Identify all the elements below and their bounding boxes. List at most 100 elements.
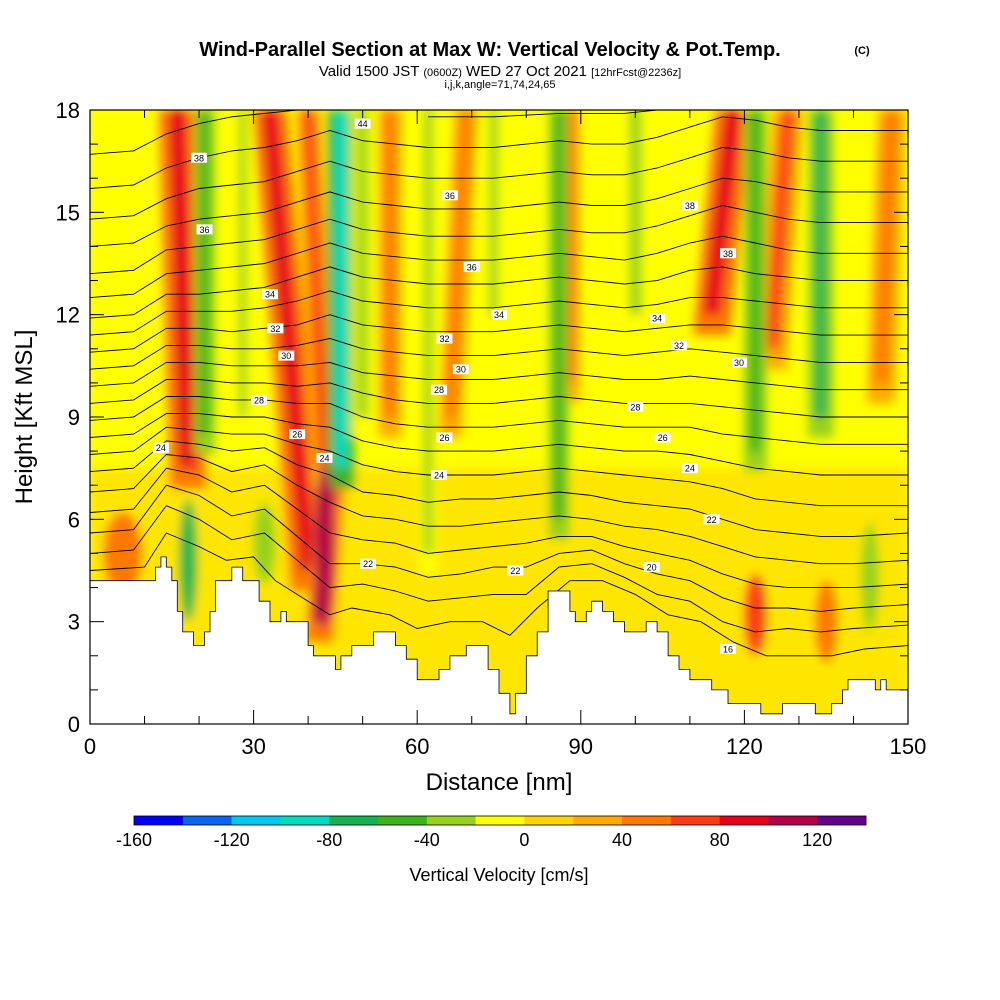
isentrope-label-background xyxy=(152,442,169,453)
isentrope-label-text: 26 xyxy=(292,430,302,440)
updraft-band-3 xyxy=(302,110,331,469)
isentrope-7 xyxy=(90,413,908,476)
isentrope-label-2: 36 xyxy=(441,190,458,201)
isentrope-6 xyxy=(90,426,908,507)
isentrope-label-background xyxy=(507,565,524,576)
isentrope-label-21: 26 xyxy=(654,432,671,443)
colorbar-swatch-13 xyxy=(768,816,818,825)
x-tick-label: 90 xyxy=(569,734,593,759)
isentrope-label-19: 26 xyxy=(289,429,306,440)
colorbar-swatch-0 xyxy=(134,816,184,825)
title-unit: (C) xyxy=(854,45,870,57)
isentrope-label-text: 28 xyxy=(254,395,264,405)
isentrope-label-background xyxy=(267,323,284,334)
y-axis-label: Height [Kft MSL] xyxy=(11,330,38,505)
updraft-band-4 xyxy=(702,110,743,315)
isentrope-label-background xyxy=(703,514,720,525)
isentrope-13 xyxy=(90,290,908,336)
updraft-band-0 xyxy=(168,110,197,469)
colorbar-tick-label: 120 xyxy=(802,830,832,850)
isentrope-label-25: 24 xyxy=(681,463,698,474)
isentrope-label-14: 30 xyxy=(452,364,469,375)
isentrope-20 xyxy=(90,110,298,155)
x-tick-label: 30 xyxy=(241,734,265,759)
isentrope-label-5: 38 xyxy=(720,248,737,259)
isentrope-label-background xyxy=(436,432,453,443)
isentrope-label-text: 30 xyxy=(456,365,466,375)
isentrope-label-7: 34 xyxy=(261,289,278,300)
isentrope-label-11: 32 xyxy=(436,333,453,344)
downdraft-band-0 xyxy=(334,110,348,469)
isentrope-label-background xyxy=(681,200,698,211)
isentrope-label-text: 36 xyxy=(467,262,477,272)
isentrope-label-background xyxy=(452,364,469,375)
isentrope-label-text: 36 xyxy=(200,225,210,235)
isentrope-label-text: 32 xyxy=(674,341,684,351)
isentrope-label-text: 34 xyxy=(494,310,504,320)
downdraft-band-7 xyxy=(814,110,827,417)
isentrope-8 xyxy=(90,396,908,445)
isentrope-19 xyxy=(90,116,908,189)
isentrope-14 xyxy=(90,266,908,319)
isentrope-17 xyxy=(90,177,908,247)
isentrope-label-text: 24 xyxy=(434,470,444,480)
x-tick-label: 150 xyxy=(890,734,927,759)
downdraft-band-5 xyxy=(629,110,642,315)
isentropes xyxy=(90,110,908,657)
colorbar-swatch-7 xyxy=(475,816,525,825)
isentrope-label-background xyxy=(654,432,671,443)
isentrope-label-6: 36 xyxy=(463,261,480,272)
isentrope-label-text: 16 xyxy=(723,644,733,654)
colorbar-tick-label: 40 xyxy=(612,830,632,850)
chart-title: Wind-Parallel Section at Max W: Vertical… xyxy=(199,39,780,61)
updraft-band-1 xyxy=(261,110,317,571)
colorbar: -160 -120 -80 -40 0 40 80 120 xyxy=(116,815,867,850)
x-tick-label: 120 xyxy=(726,734,763,759)
isentrope-18 xyxy=(90,147,908,220)
isentrope-label-text: 32 xyxy=(270,324,280,334)
vertical-velocity-cell-5 xyxy=(103,512,142,595)
isentrope-1 xyxy=(90,505,908,633)
colorbar-tick-label: 80 xyxy=(710,830,730,850)
colorbar-swatch-1 xyxy=(182,816,232,825)
isentrope-label-8: 34 xyxy=(491,309,507,320)
vertical-velocity-cell-1 xyxy=(314,464,335,629)
colorbar-tick-label: -120 xyxy=(214,830,250,850)
y-tick-label: 3 xyxy=(68,610,80,635)
isentrope-11 xyxy=(90,338,908,370)
colorbar-swatch-9 xyxy=(573,816,623,825)
vertical-velocity-cell-3 xyxy=(253,502,276,585)
isentrope-label-background xyxy=(441,190,458,201)
isentrope-label-text: 24 xyxy=(685,464,695,474)
y-tick-label: 18 xyxy=(56,98,80,123)
downdraft-band-9 xyxy=(489,110,498,315)
isentrope-label-text: 34 xyxy=(652,314,662,324)
isentrope-label-background xyxy=(681,463,698,474)
isentrope-label-text: 24 xyxy=(319,453,329,463)
valid-utc: (0600Z) xyxy=(423,67,462,79)
downdraft-band-6 xyxy=(749,110,761,452)
vertical-velocity-cell-2 xyxy=(179,498,197,622)
isentrope-label-text: 38 xyxy=(685,201,695,211)
isentrope-label-28: 22 xyxy=(507,565,524,576)
x-tick-label: 60 xyxy=(405,734,429,759)
isentrope-label-background xyxy=(720,248,737,259)
colorbar-swatch-3 xyxy=(280,816,330,825)
valid-prefix: Valid 1500 JST xyxy=(319,63,419,80)
vertical-velocity-cell-4 xyxy=(861,522,879,632)
isentrope-label-background xyxy=(191,152,208,163)
isentrope-label-0: 44 xyxy=(354,118,371,129)
isentrope-label-text: 24 xyxy=(156,443,166,453)
colorbar-swatch-10 xyxy=(622,816,672,825)
isentrope-10 xyxy=(90,361,908,391)
isentrope-label-background xyxy=(463,261,480,272)
terrain xyxy=(90,556,908,724)
colorbar-swatch-4 xyxy=(329,816,379,825)
colorbar-swatch-2 xyxy=(231,816,281,825)
isentrope-label-text: 34 xyxy=(265,290,275,300)
colorbar-tick-label: -40 xyxy=(414,830,440,850)
isentrope-0 xyxy=(90,532,908,657)
isentrope-label-text: 28 xyxy=(434,385,444,395)
isentrope-9 xyxy=(90,379,908,418)
colorbar-swatch-6 xyxy=(426,816,476,825)
